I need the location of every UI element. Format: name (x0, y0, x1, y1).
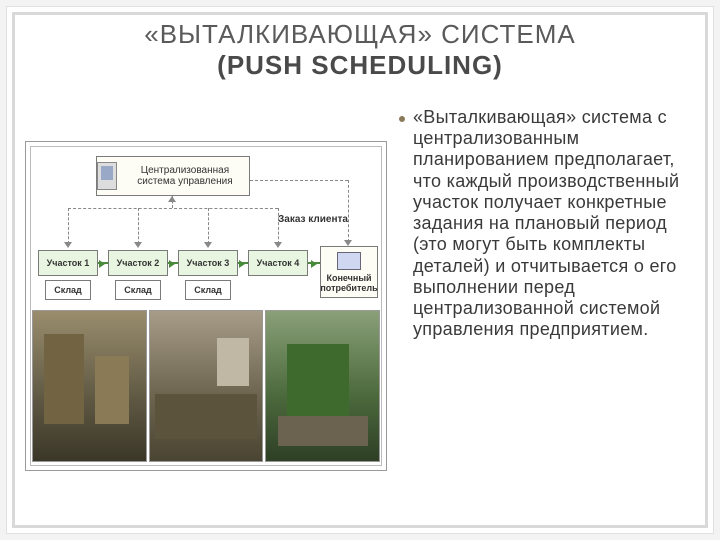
dash-line (68, 208, 69, 244)
dash-line (250, 180, 348, 181)
station-4-box: Участок 4 (248, 250, 308, 276)
bullet-text: «Выталкивающая» система с централизованн… (413, 107, 689, 341)
central-system-box: Централизованная система управления (96, 156, 250, 196)
push-scheduling-diagram: Централизованная система управления Зака… (25, 141, 387, 471)
left-column: Централизованная система управления Зака… (25, 107, 387, 515)
arrowhead-up-icon (168, 192, 176, 202)
dash-line (68, 208, 278, 209)
slide: «ВЫТАЛКИВАЮЩАЯ» СИСТЕМА (PUSH SCHEDULING… (6, 6, 714, 534)
dash-line (348, 180, 349, 242)
warehouse-1-box: Склад (45, 280, 91, 300)
station-2-box: Участок 2 (108, 250, 168, 276)
warehouse-3-box: Склад (185, 280, 231, 300)
bullet-dot-icon (399, 116, 405, 122)
flow-arrow (168, 262, 178, 264)
dash-line (138, 208, 139, 244)
computer-icon (337, 252, 361, 270)
computer-icon (97, 162, 117, 190)
flow-arrow (308, 262, 320, 264)
factory-photo-1 (32, 310, 147, 462)
bullet-item: «Выталкивающая» система с централизованн… (399, 107, 689, 341)
warehouse-2-box: Склад (115, 280, 161, 300)
dash-line (208, 208, 209, 244)
consumer-box: Конечный потребитель (320, 246, 378, 298)
consumer-label: Конечный потребитель (320, 273, 377, 293)
station-3-box: Участок 3 (178, 250, 238, 276)
factory-photo-3 (265, 310, 380, 462)
right-column: «Выталкивающая» система с централизованн… (399, 107, 695, 515)
photo-strip (32, 310, 380, 462)
order-label: Заказ клиента (278, 214, 348, 225)
flow-arrow (98, 262, 108, 264)
central-system-label: Централизованная система управления (121, 165, 249, 187)
factory-photo-2 (149, 310, 264, 462)
station-1-box: Участок 1 (38, 250, 98, 276)
content-row: Централизованная система управления Зака… (25, 107, 695, 515)
flow-arrow (238, 262, 248, 264)
